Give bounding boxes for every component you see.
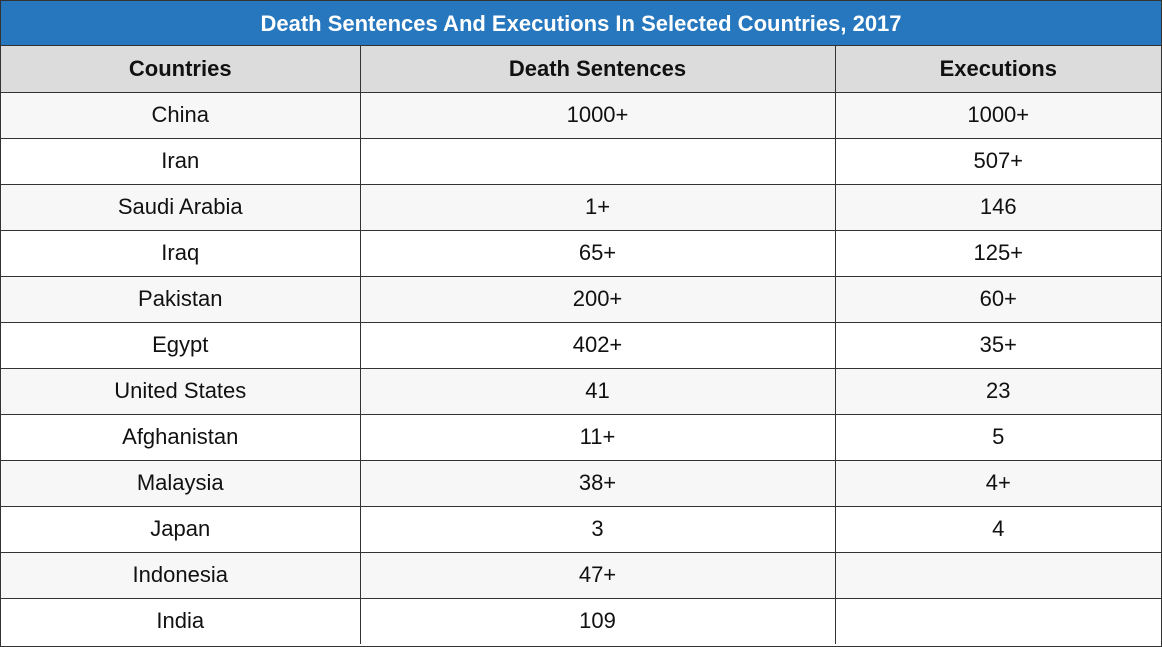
death-sentences-cell: 1+ bbox=[359, 183, 836, 231]
executions-cell: 146 bbox=[834, 183, 1161, 231]
executions-cell: 4+ bbox=[834, 459, 1161, 507]
country-cell: Egypt bbox=[1, 321, 361, 369]
data-table: Countries Death Sentences Executions Chi… bbox=[1, 46, 1161, 644]
death-sentences-cell: 11+ bbox=[359, 413, 836, 461]
table-title: Death Sentences And Executions In Select… bbox=[1, 1, 1161, 46]
executions-cell: 35+ bbox=[834, 321, 1161, 369]
executions-cell: 4 bbox=[834, 505, 1161, 553]
table-row: Malaysia 38+ 4+ bbox=[1, 459, 1161, 507]
death-sentences-cell: 1000+ bbox=[359, 91, 836, 139]
executions-cell: 60+ bbox=[834, 275, 1161, 323]
table-row: China 1000+ 1000+ bbox=[1, 91, 1161, 139]
country-cell: Japan bbox=[1, 505, 361, 553]
column-header-countries: Countries bbox=[1, 46, 361, 93]
executions-cell bbox=[834, 551, 1161, 599]
table-row: Pakistan 200+ 60+ bbox=[1, 275, 1161, 323]
executions-cell: 5 bbox=[834, 413, 1161, 461]
country-cell: Iraq bbox=[1, 229, 361, 277]
death-sentences-cell bbox=[359, 137, 836, 185]
country-cell: Indonesia bbox=[1, 551, 361, 599]
column-header-executions: Executions bbox=[834, 46, 1161, 93]
table-row: Saudi Arabia 1+ 146 bbox=[1, 183, 1161, 231]
country-cell: Pakistan bbox=[1, 275, 361, 323]
country-cell: Afghanistan bbox=[1, 413, 361, 461]
death-sentences-cell: 200+ bbox=[359, 275, 836, 323]
table-row: Afghanistan 11+ 5 bbox=[1, 413, 1161, 461]
table-row: India 109 bbox=[1, 597, 1161, 644]
death-sentences-cell: 47+ bbox=[359, 551, 836, 599]
header-row: Countries Death Sentences Executions bbox=[1, 46, 1161, 93]
table-body: China 1000+ 1000+ Iran 507+ Saudi Arabia 1+ 146… bbox=[1, 91, 1161, 644]
table-row: Egypt 402+ 35+ bbox=[1, 321, 1161, 369]
country-cell: China bbox=[1, 91, 361, 139]
death-sentences-cell: 402+ bbox=[359, 321, 836, 369]
country-cell: Malaysia bbox=[1, 459, 361, 507]
executions-cell bbox=[834, 597, 1161, 644]
table-row: Iran 507+ bbox=[1, 137, 1161, 185]
country-cell: Iran bbox=[1, 137, 361, 185]
death-sentences-cell: 3 bbox=[359, 505, 836, 553]
table-row: United States 41 23 bbox=[1, 367, 1161, 415]
death-sentences-cell: 65+ bbox=[359, 229, 836, 277]
executions-cell: 23 bbox=[834, 367, 1161, 415]
country-cell: India bbox=[1, 597, 361, 644]
executions-cell: 125+ bbox=[834, 229, 1161, 277]
death-sentences-cell: 41 bbox=[359, 367, 836, 415]
country-cell: United States bbox=[1, 367, 361, 415]
death-sentences-cell: 109 bbox=[359, 597, 836, 644]
table-row: Iraq 65+ 125+ bbox=[1, 229, 1161, 277]
table-row: Indonesia 47+ bbox=[1, 551, 1161, 599]
executions-cell: 1000+ bbox=[834, 91, 1161, 139]
country-cell: Saudi Arabia bbox=[1, 183, 361, 231]
column-header-death-sentences: Death Sentences bbox=[359, 46, 836, 93]
executions-cell: 507+ bbox=[834, 137, 1161, 185]
death-sentences-cell: 38+ bbox=[359, 459, 836, 507]
table-row: Japan 3 4 bbox=[1, 505, 1161, 553]
